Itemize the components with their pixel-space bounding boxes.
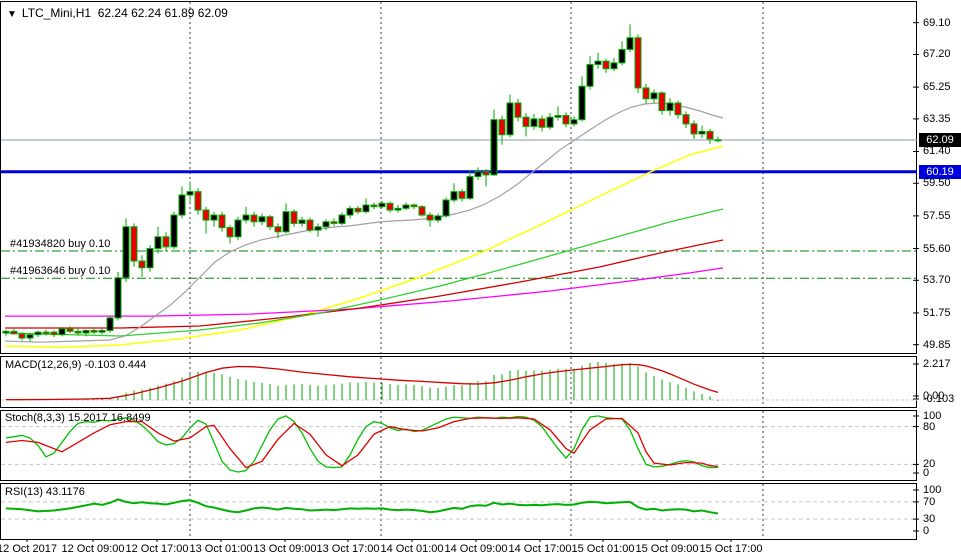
- chevron-down-icon[interactable]: ▼: [7, 9, 17, 20]
- rsi-panel[interactable]: [0, 483, 917, 540]
- stochastic-panel[interactable]: [0, 410, 917, 481]
- macd-panel[interactable]: [0, 356, 917, 408]
- time-axis[interactable]: [0, 540, 918, 559]
- main-chart-panel[interactable]: [0, 1, 917, 354]
- price-axis[interactable]: [918, 0, 961, 540]
